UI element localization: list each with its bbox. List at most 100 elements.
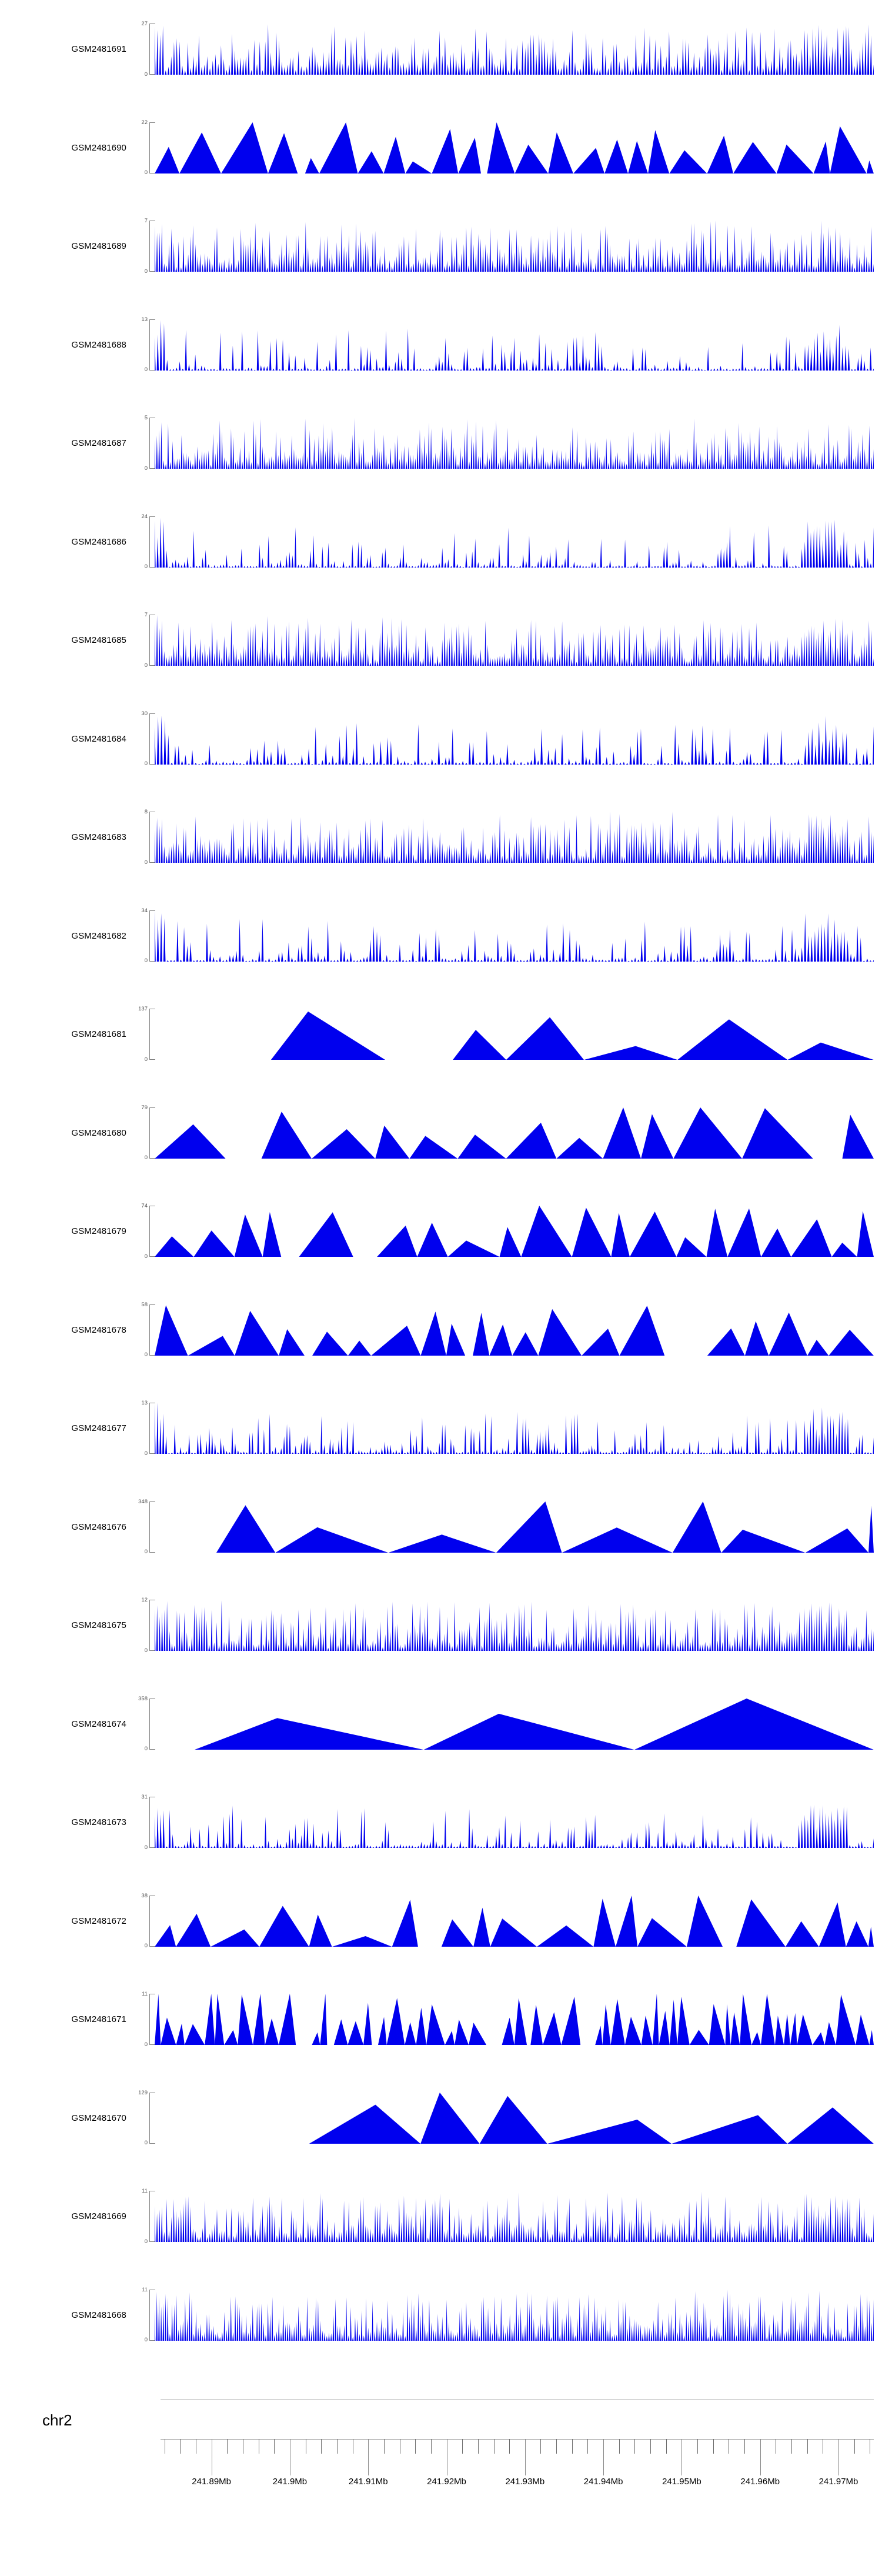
track-label: GSM2481681 [71, 1029, 126, 1040]
track-plot-area[interactable] [155, 296, 882, 395]
y-axis-top-tick [150, 516, 155, 517]
axis-major-tick [681, 2439, 683, 2475]
track-y-axis: 137 0 [126, 985, 155, 1084]
track-plot-area[interactable] [155, 1281, 882, 1380]
track-y-axis: 74 0 [126, 1182, 155, 1281]
track-plot-area[interactable] [155, 887, 882, 986]
coverage-track-row[interactable]: GSM2481688 13 0 [0, 296, 882, 395]
y-axis-min-label: 0 [144, 1549, 148, 1556]
coverage-track-row[interactable]: GSM2481682 34 0 [0, 887, 882, 986]
coverage-track-row[interactable]: GSM2481683 8 0 [0, 788, 882, 887]
track-plot-area[interactable] [155, 690, 882, 789]
track-plot-area[interactable] [155, 99, 882, 198]
track-label-cell: GSM2481672 [0, 1872, 126, 1971]
track-plot-area[interactable] [155, 1182, 882, 1281]
axis-minor-tick [321, 2439, 322, 2454]
track-plot-area[interactable] [155, 2167, 882, 2266]
coverage-area [155, 1012, 874, 1060]
y-axis-bracket [149, 2289, 155, 2341]
track-plot-area[interactable] [155, 1970, 882, 2069]
track-plot-area[interactable] [155, 1576, 882, 1675]
coverage-track-row[interactable]: GSM2481686 24 0 [0, 493, 882, 592]
y-axis-bottom-tick [150, 2143, 155, 2144]
coverage-track-row[interactable]: GSM2481681 137 0 [0, 985, 882, 1084]
y-axis-bracket [149, 1501, 155, 1553]
axis-major-tick [524, 2439, 526, 2475]
track-plot-area[interactable] [155, 788, 882, 887]
track-label-cell: GSM2481687 [0, 394, 126, 493]
coverage-area [155, 1206, 874, 1257]
track-label: GSM2481675 [71, 1620, 126, 1631]
y-axis-top-tick [150, 1107, 155, 1108]
coverage-track-row[interactable]: GSM2481690 22 0 [0, 99, 882, 198]
track-plot-area[interactable] [155, 2266, 882, 2365]
y-axis-min-label: 0 [144, 169, 148, 176]
track-plot-area[interactable] [155, 1478, 882, 1577]
y-axis-bottom-tick [150, 566, 155, 568]
coverage-track-row[interactable]: GSM2481679 74 0 [0, 1182, 882, 1281]
track-plot-area[interactable] [155, 985, 882, 1084]
coverage-area [155, 319, 874, 371]
y-axis-bottom-tick [150, 665, 155, 666]
track-plot-area[interactable] [155, 1773, 882, 1872]
y-axis-bottom-tick [150, 369, 155, 371]
y-axis-bottom-tick [150, 1551, 155, 1553]
coverage-area [155, 1305, 874, 1356]
track-label-cell: GSM2481688 [0, 296, 126, 395]
y-axis-max-label: 34 [141, 907, 148, 914]
axis-major-tick [760, 2439, 761, 2475]
y-axis-bracket [149, 1009, 155, 1060]
coverage-track-row[interactable]: GSM2481691 27 0 [0, 0, 882, 99]
coverage-track-row[interactable]: GSM2481670 129 0 [0, 2069, 882, 2168]
y-axis-max-label: 13 [141, 1400, 148, 1407]
axis-tick-label: 241.96Mb [740, 2477, 780, 2487]
axis-minor-tick [587, 2439, 589, 2454]
coverage-area [155, 812, 874, 863]
track-label: GSM2481690 [71, 142, 126, 153]
track-plot-area[interactable] [155, 197, 882, 296]
chromosome-axis-area[interactable]: 241.89Mb 241.9Mb 241.91Mb 241.92Mb 241.93Mb 2… [161, 2364, 874, 2511]
coverage-track-row[interactable]: GSM2481684 30 0 [0, 690, 882, 789]
coverage-track-row[interactable]: GSM2481674 358 0 [0, 1675, 882, 1774]
track-plot-area[interactable] [155, 493, 882, 592]
axis-tick-label: 241.92Mb [427, 2477, 466, 2487]
track-plot-area[interactable] [155, 591, 882, 690]
track-plot-area[interactable] [155, 1872, 882, 1971]
coverage-track-row[interactable]: GSM2481687 5 0 [0, 394, 882, 493]
coverage-track-row[interactable]: GSM2481680 79 0 [0, 1084, 882, 1183]
axis-minor-tick [462, 2439, 463, 2454]
coverage-track-row[interactable]: GSM2481685 7 0 [0, 591, 882, 690]
coverage-track-row[interactable]: GSM2481671 11 0 [0, 1970, 882, 2069]
y-axis-min-label: 0 [144, 2238, 148, 2245]
coverage-track-row[interactable]: GSM2481669 11 0 [0, 2167, 882, 2266]
track-label: GSM2481678 [71, 1324, 126, 1335]
coverage-track-row[interactable]: GSM2481689 7 0 [0, 197, 882, 296]
track-plot-area[interactable] [155, 1379, 882, 1478]
axis-minor-tick [477, 2439, 479, 2454]
coverage-track-row[interactable]: GSM2481678 58 0 [0, 1281, 882, 1380]
y-axis-bottom-tick [150, 1256, 155, 1257]
y-axis-bracket [149, 418, 155, 469]
coverage-track-row[interactable]: GSM2481677 13 0 [0, 1379, 882, 1478]
coverage-area [155, 1895, 874, 1947]
axis-minor-tick [634, 2439, 636, 2454]
coverage-track-row[interactable]: GSM2481675 12 0 [0, 1576, 882, 1675]
coverage-track-row[interactable]: GSM2481676 348 0 [0, 1478, 882, 1577]
track-plot-area[interactable] [155, 394, 882, 493]
track-plot-area[interactable] [155, 1675, 882, 1774]
track-label-cell: GSM2481683 [0, 788, 126, 887]
coverage-track-row[interactable]: GSM2481672 38 0 [0, 1872, 882, 1971]
track-label: GSM2481682 [71, 930, 126, 941]
track-plot-area[interactable] [155, 2069, 882, 2168]
track-label-cell: GSM2481678 [0, 1281, 126, 1380]
axis-minor-tick [572, 2439, 573, 2454]
axis-tick-group: 241.89Mb 241.9Mb 241.91Mb 241.92Mb 241.93Mb 2… [161, 2439, 874, 2510]
track-plot-area[interactable] [155, 0, 882, 99]
coverage-track-row[interactable]: GSM2481668 11 0 [0, 2266, 882, 2365]
track-plot-area[interactable] [155, 1084, 882, 1183]
coverage-track-row[interactable]: GSM2481673 31 0 [0, 1773, 882, 1872]
